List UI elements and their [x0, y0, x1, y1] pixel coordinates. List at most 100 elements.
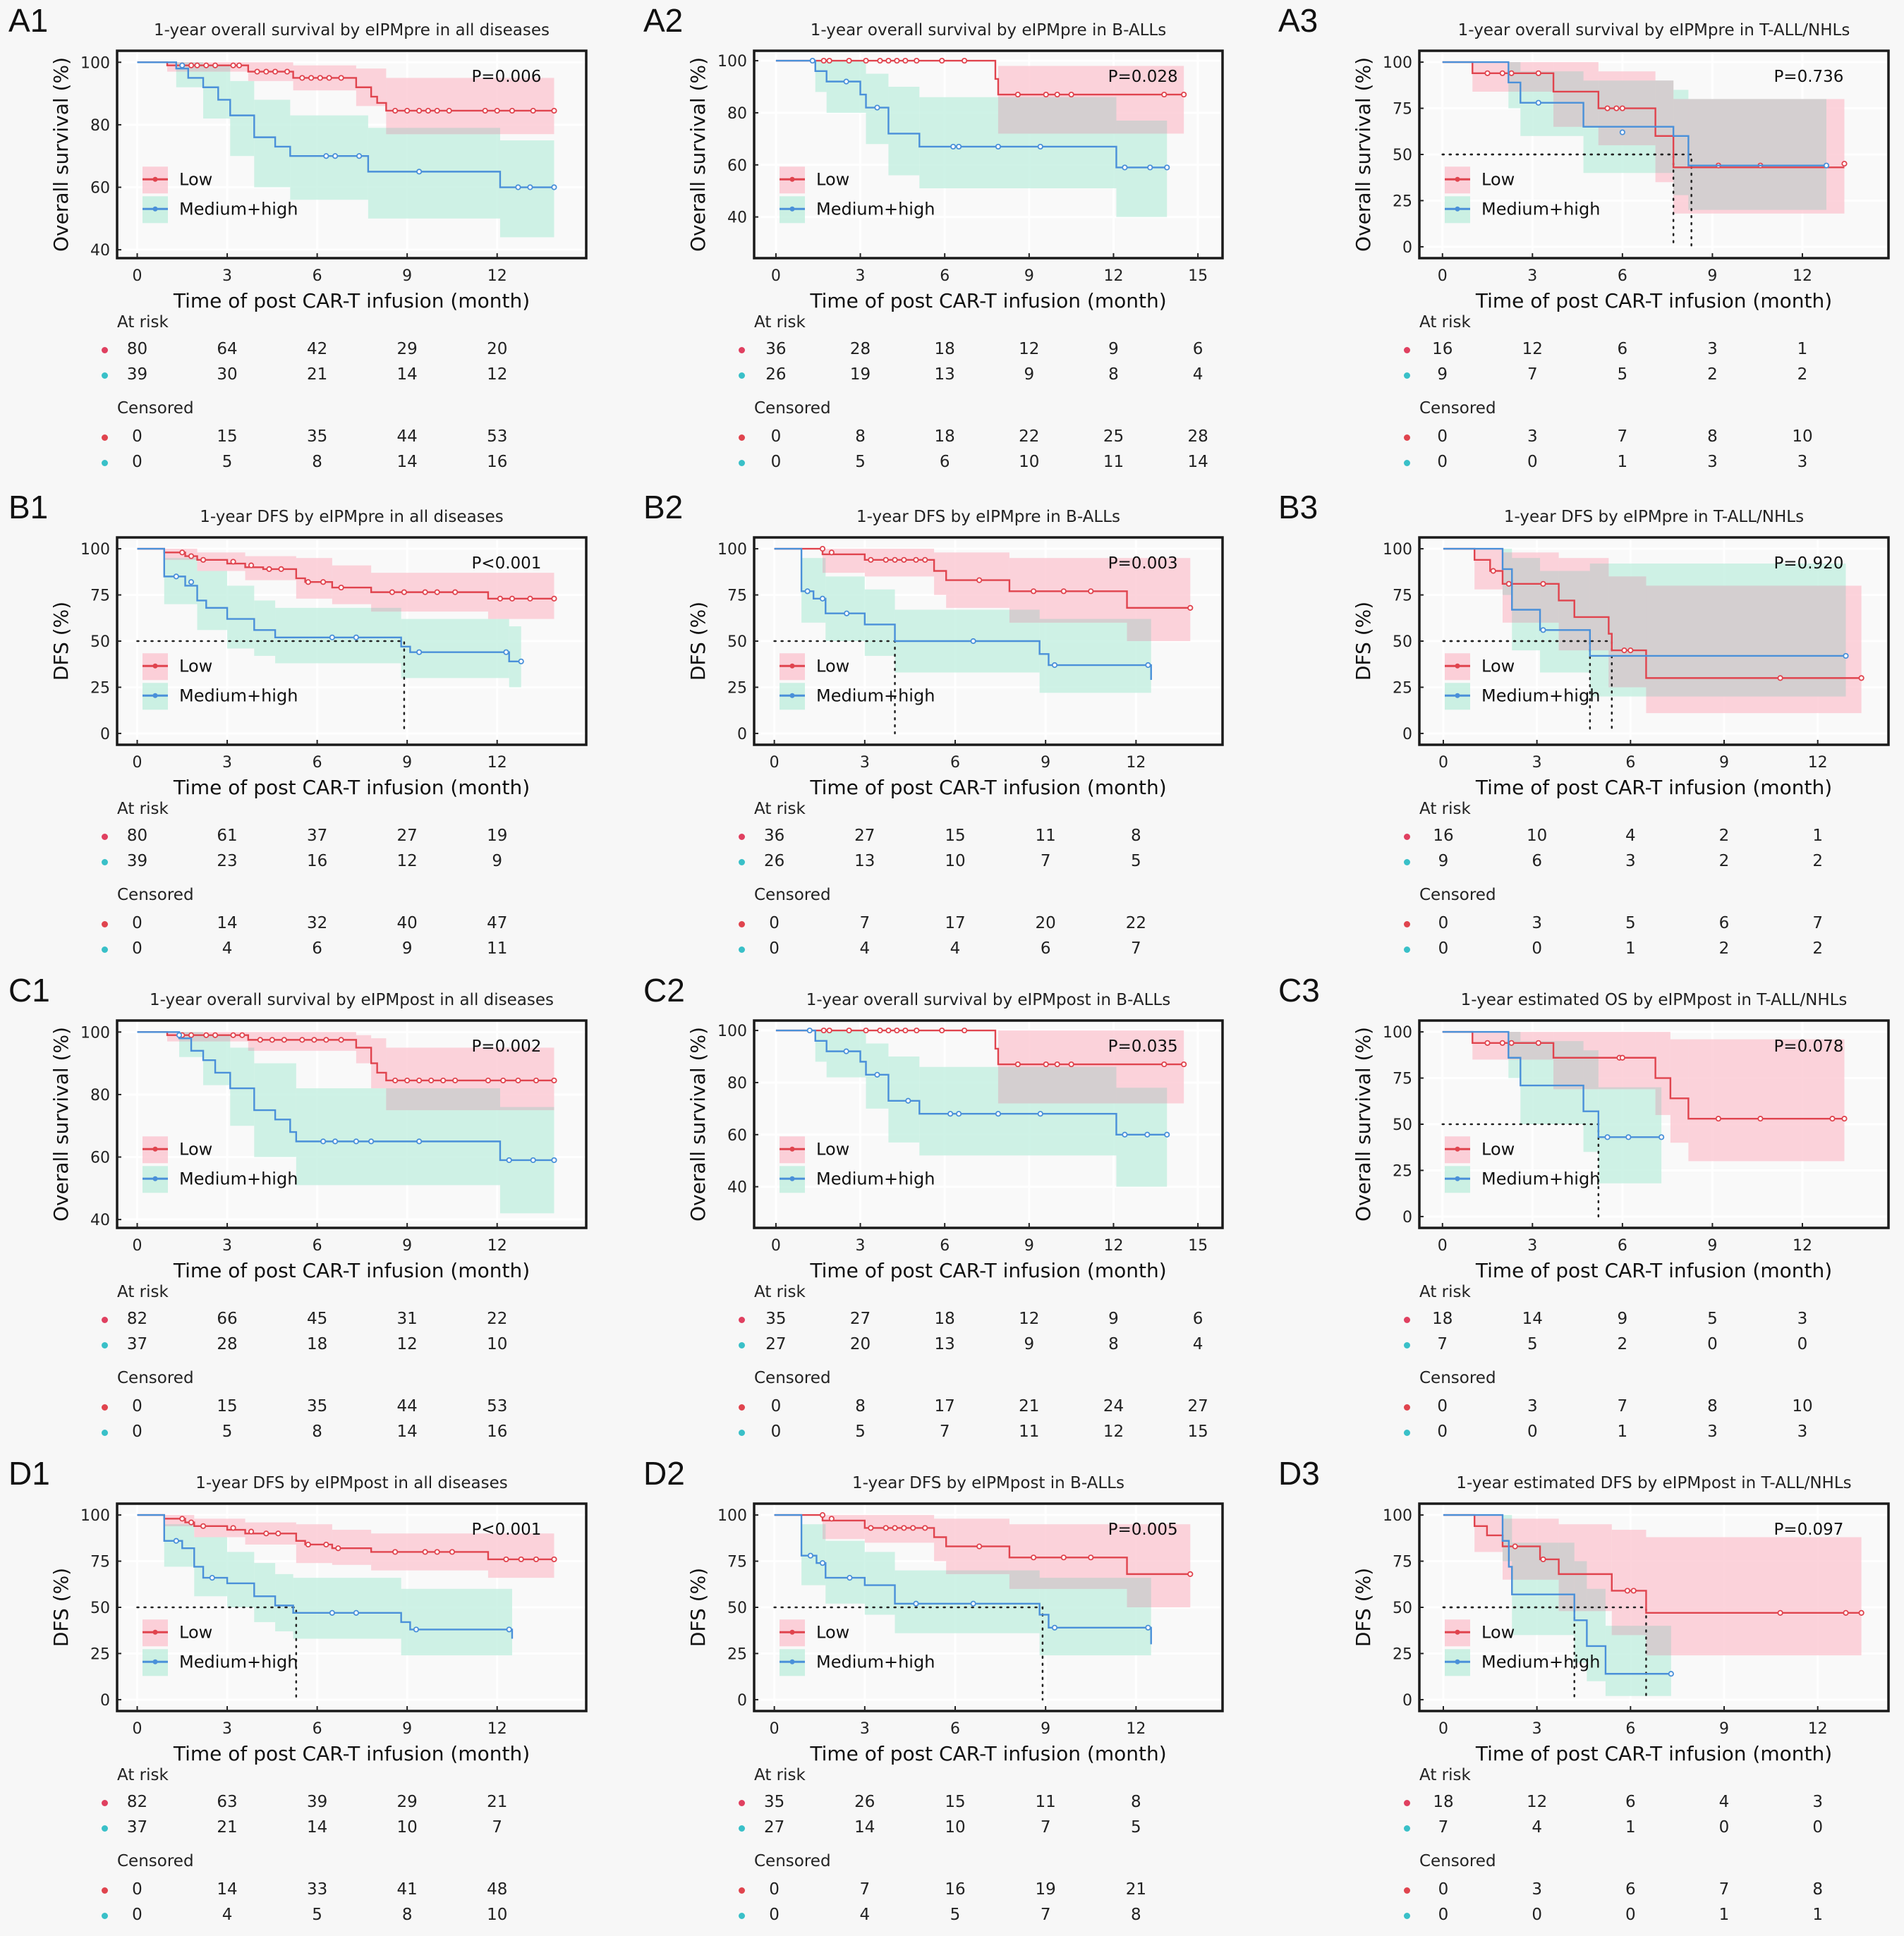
censor-mark	[248, 1528, 255, 1535]
ci-band-medium-high	[227, 1552, 255, 1607]
censor-mark	[404, 107, 411, 114]
censor-mark	[820, 57, 827, 64]
km-panel-c1: C1 1-year overall survival by eIPMpost in…	[0, 970, 635, 1453]
legend-marker-low	[789, 176, 795, 182]
censored-count: 7	[859, 914, 871, 932]
censor-mark	[1540, 627, 1546, 633]
chart-title: 1-year DFS by eIPMpre in B-ALLs	[856, 508, 1120, 526]
censor-mark	[188, 1519, 195, 1526]
censored-row-marker-medium-high	[739, 460, 745, 466]
ci-band-medium-high	[164, 1524, 195, 1567]
legend-label-medium-high: Medium+high	[1481, 1652, 1600, 1672]
y-tick-label: 50	[90, 1600, 110, 1617]
km-plot: 0 3 6 9 12 0 25 50 75 100 Time of post CAR-T infus…	[686, 536, 1224, 799]
risk-row-marker-medium-high	[1404, 859, 1410, 865]
censored-heading: Censored	[754, 1852, 831, 1870]
censor-mark	[533, 1077, 540, 1084]
censor-mark	[239, 1032, 245, 1038]
censor-mark	[236, 62, 243, 68]
y-tick-label: 100	[1383, 1024, 1412, 1042]
censored-count: 0	[132, 1423, 143, 1441]
censored-count: 35	[306, 1397, 328, 1416]
censor-mark	[970, 638, 976, 645]
censor-mark	[503, 1556, 509, 1563]
y-tick-label: 60	[90, 180, 110, 197]
at-risk-count: 14	[854, 1818, 875, 1837]
ci-band-overlap	[248, 1047, 255, 1051]
censor-mark	[819, 595, 826, 602]
censor-mark	[188, 1032, 195, 1038]
censored-row-marker-medium-high	[1404, 1913, 1410, 1919]
at-risk-count: 1	[1625, 1818, 1636, 1837]
at-risk-count: 2	[1707, 365, 1718, 384]
ci-band-overlap	[1009, 1570, 1040, 1589]
ci-band-overlap	[1611, 1626, 1647, 1636]
ci-band-low	[332, 565, 372, 604]
x-tick-label: 6	[1618, 267, 1627, 285]
y-tick-label: 60	[727, 1127, 747, 1145]
y-tick-label: 100	[80, 54, 110, 72]
x-axis-title: Time of post CAR-T infusion (month)	[809, 289, 1166, 312]
censor-mark	[179, 62, 186, 68]
p-value: P=0.028	[1108, 68, 1178, 86]
censored-heading: Censored	[1419, 886, 1496, 904]
x-tick-label: 12	[1103, 267, 1123, 285]
legend-label-medium-high: Medium+high	[179, 686, 298, 705]
legend-label-medium-high: Medium+high	[1481, 1169, 1600, 1188]
censor-mark	[1068, 1061, 1074, 1068]
censored-heading: Censored	[117, 886, 194, 904]
censor-mark	[551, 595, 557, 602]
at-risk-count: 2	[1718, 852, 1730, 870]
panel-label: B3	[1278, 489, 1318, 525]
censored-count: 53	[487, 427, 508, 446]
censor-mark	[956, 143, 962, 150]
censor-mark	[278, 566, 284, 572]
x-tick-label: 6	[313, 1237, 322, 1255]
x-tick-label: 0	[133, 267, 143, 285]
p-value: P<0.001	[471, 554, 541, 573]
at-risk-count: 0	[1797, 1335, 1808, 1353]
censor-mark	[401, 589, 408, 595]
x-tick-label: 9	[402, 267, 412, 285]
censor-mark	[320, 579, 327, 585]
censor-mark	[413, 1626, 420, 1633]
ci-band-overlap	[1583, 80, 1599, 127]
censor-mark	[922, 556, 928, 563]
x-tick-label: 6	[940, 267, 950, 285]
ci-band-medium-high	[888, 1057, 920, 1143]
x-tick-label: 6	[940, 1237, 950, 1255]
y-tick-label: 100	[80, 541, 110, 559]
censored-count: 20	[1035, 914, 1056, 932]
panel-label: A2	[643, 2, 684, 39]
at-risk-count: 35	[765, 1310, 787, 1328]
legend-label-medium-high: Medium+high	[1481, 686, 1600, 705]
km-panel-b3: B3 1-year DFS by eIPMpre in T-ALL/NHLs 0 3 6…	[1270, 487, 1904, 970]
at-risk-count: 27	[765, 1335, 787, 1353]
x-axis-title: Time of post CAR-T infusion (month)	[1475, 289, 1832, 312]
legend-marker-low	[1455, 1629, 1460, 1635]
at-risk-count: 12	[487, 365, 508, 384]
at-risk-count: 29	[396, 340, 418, 358]
censor-mark	[962, 1027, 968, 1034]
legend-label-low: Low	[1481, 1139, 1515, 1159]
at-risk-count: 9	[1024, 365, 1035, 384]
censor-mark	[446, 107, 452, 114]
chart-title: 1-year estimated OS by eIPMpost in T-ALL…	[1460, 991, 1848, 1009]
at-risk-count: 21	[487, 1793, 508, 1811]
x-tick-label: 0	[133, 1720, 143, 1738]
censored-row-marker-low	[1404, 434, 1410, 441]
censor-mark	[962, 57, 968, 64]
censor-mark	[970, 1600, 976, 1607]
censor-mark	[914, 1027, 920, 1034]
y-tick-label: 100	[717, 541, 747, 559]
censor-mark	[416, 107, 423, 114]
at-risk-count: 80	[126, 827, 148, 845]
censor-mark	[804, 588, 811, 595]
y-tick-label: 100	[80, 1024, 110, 1042]
ci-band-medium-high	[509, 626, 521, 688]
ci-band-overlap	[1502, 1518, 1512, 1561]
censor-mark	[368, 1138, 375, 1145]
ci-band-medium-high	[825, 1540, 865, 1604]
censor-mark	[1512, 1543, 1518, 1550]
censored-count: 0	[769, 914, 780, 932]
